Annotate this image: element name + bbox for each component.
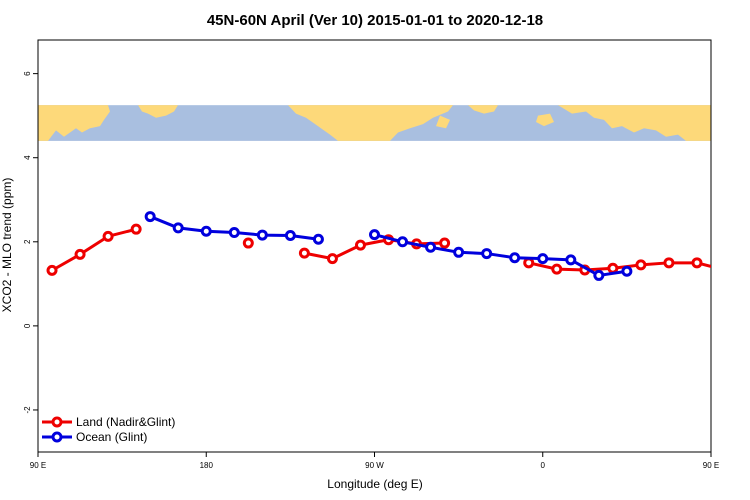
- series-1-group: [144, 211, 633, 281]
- series-0-point-3-1: [551, 263, 563, 275]
- series-0-point-3-7: [721, 266, 729, 274]
- y-tick-label-4: 6: [23, 71, 32, 76]
- legend-land-label: Land (Nadir&Glint): [76, 415, 175, 429]
- map-land-4: [558, 105, 711, 141]
- series-0-group: [46, 223, 729, 276]
- legend-ocean-label: Ocean (Glint): [76, 430, 147, 444]
- series-0-point-3-5: [663, 257, 675, 269]
- series-0-point-0-1: [74, 248, 86, 260]
- series-0-point-0-3: [130, 223, 142, 235]
- map-land-3: [468, 105, 498, 114]
- series-0-point-2-2: [354, 239, 366, 251]
- series-0-point-2-1: [326, 253, 338, 265]
- series-1-point-0-2: [200, 225, 212, 237]
- series-0-point-3-4: [635, 259, 647, 271]
- y-tick-label-3: 4: [23, 155, 32, 160]
- series-0-point-0-2: [102, 230, 114, 242]
- series-1-point-0-1: [172, 222, 184, 234]
- series-0-point-1-0: [242, 237, 254, 249]
- series-1-point-0-3: [228, 227, 240, 239]
- map-land-2: [288, 105, 453, 141]
- series-0-point-3-0: [523, 257, 535, 269]
- y-tick-label-0: -2: [23, 406, 32, 414]
- series-1-point-1-5: [509, 252, 521, 264]
- x-tick-label-3: 0: [541, 461, 546, 470]
- map-land-1: [138, 105, 178, 118]
- series-1-point-0-5: [284, 229, 296, 241]
- series-1-point-1-8: [593, 269, 605, 281]
- series-1-point-0-6: [312, 233, 324, 245]
- series-1-point-0-4: [256, 229, 268, 241]
- plot-frame: [37, 39, 712, 453]
- series-1-point-1-4: [481, 248, 493, 260]
- series-0-point-2-0: [298, 247, 310, 259]
- plot-area: 90 E 180 90 W 0 90 E -2 0 2 4 6: [23, 39, 729, 470]
- map-land-6: [436, 115, 450, 129]
- map-land-0: [38, 105, 110, 141]
- series-0-line-2: [304, 238, 445, 261]
- series-0-point-3-6: [691, 257, 703, 269]
- legend-land-marker: [51, 416, 63, 428]
- legend: Land (Nadir&Glint) Ocean (Glint): [42, 415, 175, 444]
- series-1-point-1-3: [453, 246, 465, 258]
- series-0-point-2-5: [439, 237, 451, 249]
- series-1-point-1-6: [537, 253, 549, 265]
- x-axis-label: Longitude (deg E): [327, 477, 422, 491]
- x-tick-label-2: 90 W: [365, 461, 384, 470]
- y-axis-label: XCO2 - MLO trend (ppm): [0, 178, 14, 313]
- series-1-point-1-9: [621, 265, 633, 277]
- x-tick-label-0: 90 E: [30, 461, 46, 470]
- series-1-point-0-0: [144, 211, 156, 223]
- series-1-point-1-2: [425, 241, 437, 253]
- x-tick-label-1: 180: [200, 461, 214, 470]
- series-1-point-1-7: [565, 254, 577, 266]
- series-1-point-1-0: [369, 229, 380, 241]
- y-tick-label-1: 0: [23, 323, 32, 328]
- chart-title: 45N-60N April (Ver 10) 2015-01-01 to 202…: [207, 12, 543, 29]
- series-1-line-1: [374, 233, 628, 277]
- series-1-point-1-1: [397, 236, 409, 248]
- series-0-point-0-0: [46, 264, 58, 276]
- x-tick-label-4: 90 E: [703, 461, 719, 470]
- y-tick-label-2: 2: [23, 239, 32, 244]
- legend-ocean-marker: [51, 431, 63, 443]
- map-land-5: [536, 113, 554, 127]
- series-0-line-0: [51, 227, 137, 272]
- series-0-point-3-3: [607, 262, 619, 274]
